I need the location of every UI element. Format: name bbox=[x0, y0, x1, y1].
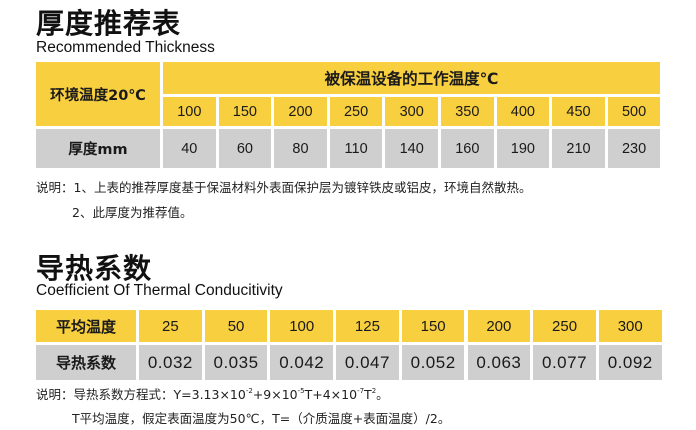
average-temperature-cell: 100 bbox=[270, 310, 334, 342]
thickness-cell: 60 bbox=[218, 129, 272, 168]
temperature-cell: 400 bbox=[496, 97, 550, 126]
average-temperature-cell: 150 bbox=[401, 310, 465, 342]
thickness-cell: 210 bbox=[552, 129, 605, 168]
temperature-cell: 250 bbox=[329, 97, 383, 126]
temperature-cell: 100 bbox=[163, 97, 216, 126]
average-temperature-header: 平均温度 bbox=[36, 310, 136, 342]
conductivity-row-header: 导热系数 bbox=[36, 345, 136, 380]
average-temperature-cell: 25 bbox=[139, 310, 202, 342]
temperature-cell: 450 bbox=[552, 97, 605, 126]
thickness-title: 厚度推荐表 bbox=[36, 7, 182, 40]
conductivity-note-2: T平均温度，假定表面温度为50℃，T=（介质温度+表面温度）/2。 bbox=[72, 411, 451, 426]
conductivity-value-cell: 0.092 bbox=[598, 345, 662, 380]
conductivity-value-cell: 0.042 bbox=[270, 345, 334, 380]
average-temperature-cell: 125 bbox=[336, 310, 399, 342]
ambient-temperature-header: 环境温度20℃ bbox=[36, 62, 160, 126]
conductivity-title: 导热系数 bbox=[36, 252, 153, 285]
conductivity-value-cell: 0.035 bbox=[204, 345, 268, 380]
thickness-cell: 140 bbox=[385, 129, 438, 168]
temperature-cell: 200 bbox=[274, 97, 327, 126]
thickness-row-header: 厚度mm bbox=[36, 129, 160, 168]
average-temperature-cell: 200 bbox=[467, 310, 531, 342]
thickness-cell: 80 bbox=[274, 129, 327, 168]
thickness-cell: 110 bbox=[329, 129, 383, 168]
working-temperature-header: 被保温设备的工作温度℃ bbox=[163, 62, 660, 94]
thickness-note-2: 2、此厚度为推荐值。 bbox=[72, 205, 193, 220]
conductivity-value-cell: 0.032 bbox=[139, 345, 202, 380]
average-temperature-cell: 250 bbox=[533, 310, 596, 342]
temperature-cell: 350 bbox=[441, 97, 494, 126]
average-temperature-cell: 300 bbox=[598, 310, 662, 342]
temperature-cell: 500 bbox=[607, 97, 661, 126]
thickness-cell: 230 bbox=[607, 129, 661, 168]
thickness-note-1: 说明：1、上表的推荐厚度基于保温材料外表面保护层为镀锌铁皮或铝皮，环境自然散热。 bbox=[36, 180, 532, 195]
conductivity-table: 平均温度 25 50 100 125 150 200 250 300 导热系数 0.032 0.… bbox=[36, 310, 664, 380]
thickness-cell: 160 bbox=[441, 129, 494, 168]
conductivity-value-cell: 0.052 bbox=[401, 345, 465, 380]
temperature-cell: 300 bbox=[385, 97, 438, 126]
average-temperature-cell: 50 bbox=[204, 310, 268, 342]
conductivity-value-cell: 0.047 bbox=[336, 345, 399, 380]
thickness-subtitle: Recommended Thickness bbox=[36, 39, 215, 56]
thickness-cell: 190 bbox=[496, 129, 550, 168]
temperature-cell: 150 bbox=[218, 97, 272, 126]
conductivity-value-cell: 0.063 bbox=[467, 345, 531, 380]
conductivity-subtitle: Coefficient Of Thermal Conducitivity bbox=[36, 282, 283, 299]
conductivity-value-cell: 0.077 bbox=[533, 345, 596, 380]
thickness-table: 环境温度20℃ 被保温设备的工作温度℃ 100 150 200 250 300 350 40… bbox=[36, 62, 661, 168]
conductivity-formula: 说明：导热系数方程式：Y=3.13×10-2+9×10-5T+4×10-7T2。 bbox=[36, 387, 389, 402]
thickness-cell: 40 bbox=[163, 129, 216, 168]
